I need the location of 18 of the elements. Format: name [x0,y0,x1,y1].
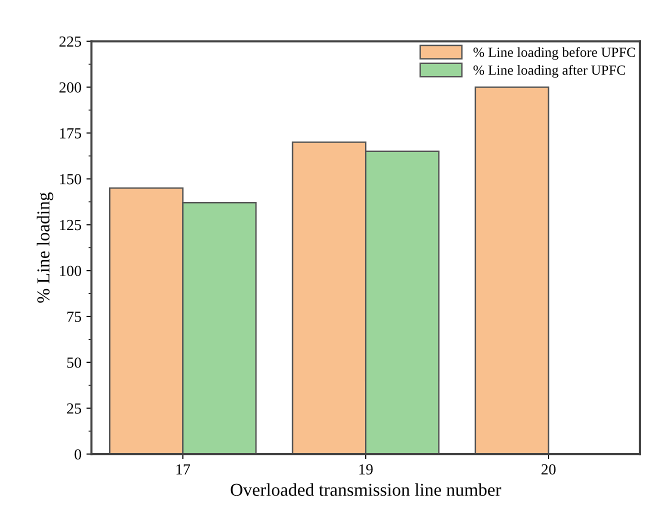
y-tick-label: 0 [74,449,82,460]
y-tick-label: 150 [60,174,82,184]
x-tick-label: 20 [542,464,556,475]
y-tick-label: 75 [67,312,82,322]
y-tick-label: 100 [60,266,82,276]
legend-label: % Line loading after UPFC [473,64,625,78]
y-tick-label: 200 [59,82,82,93]
y-tick-label: 175 [60,128,82,138]
y-axis-title: % Line loading [36,192,54,303]
legend-label: % Line loading before UPFC [473,47,636,60]
y-tick-label: 225 [59,36,82,47]
x-axis-title: Overloaded transmission line number [230,483,502,496]
x-tick-label: 19 [359,464,373,475]
y-tick-label: 25 [67,403,82,414]
y-tick-label: 125 [60,220,82,230]
y-tick-label: 50 [67,357,82,368]
x-tick-label: 17 [176,464,190,474]
bar [474,86,550,454]
